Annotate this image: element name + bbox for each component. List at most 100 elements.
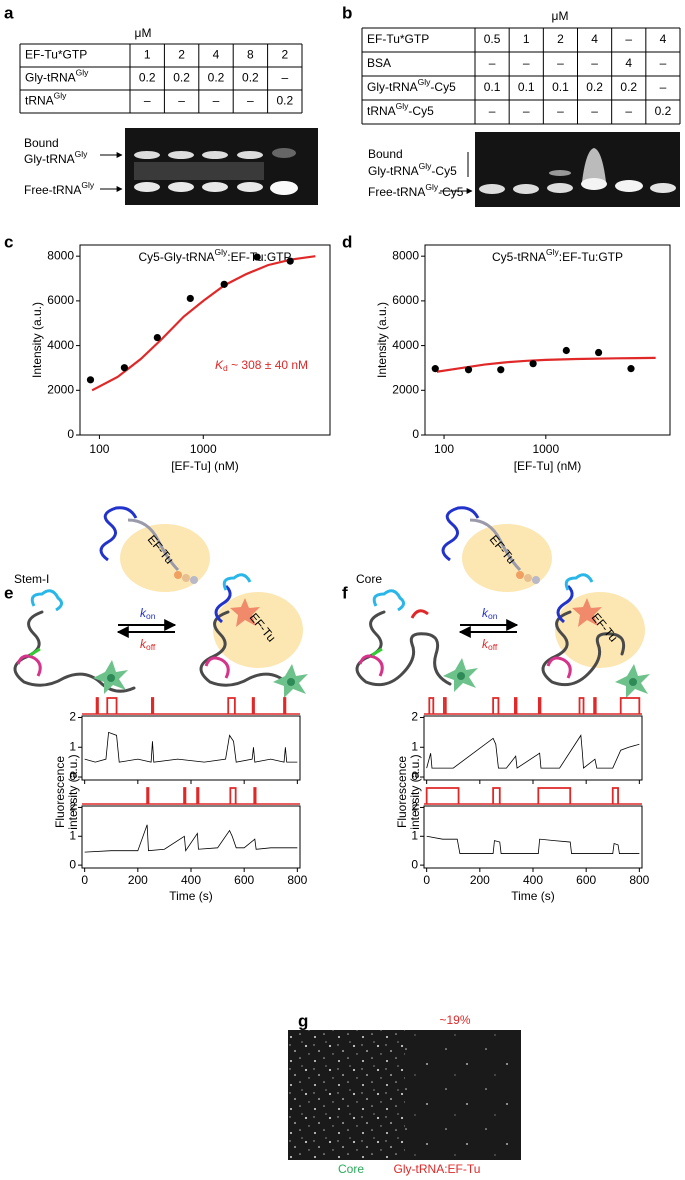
y-tick-label: 1 [69,828,76,842]
x-axis-label: Time (s) [169,889,213,903]
x-axis-label: [EF-Tu] (nM) [514,459,582,473]
x-tick-label: 200 [128,873,148,887]
text-part: -Cy5 [430,80,456,94]
bound-state [251,697,255,714]
text-part: -Cy5 [408,104,434,118]
text-part: K [215,358,224,372]
plot-frame [423,805,643,869]
bound-state [253,787,257,804]
table-cell: 2 [178,48,185,62]
table-cell: 2 [281,48,288,62]
bound-state [537,787,572,804]
rate-label: koff [482,637,498,652]
table-cell: – [591,104,598,118]
data-point [220,280,228,288]
bound-state [425,787,460,804]
text-part: k [482,637,489,651]
table-cell: – [489,104,496,118]
table-cell: – [625,104,632,118]
y-tick-label: 1 [411,828,418,842]
table-cell: 8 [247,48,254,62]
y-tick-label: 0 [69,857,76,871]
y-tick-label: 4000 [392,338,419,352]
text-part: k [140,606,147,620]
row-label: EF-Tu*GTP [367,32,429,46]
x-tick-label: 100 [89,442,109,456]
data-point [464,366,473,374]
table-cell: 2 [557,32,564,46]
text-part: Gly [418,77,432,87]
bound-state [492,787,501,804]
unit-label: μM [552,9,569,23]
panel-label: c [4,232,13,251]
table-cell: 1 [523,32,530,46]
data-point [627,365,635,373]
table-cell: – [178,94,185,108]
panel-label: b [342,3,352,22]
row-label: Gly-tRNAGly-Cy5 [367,77,456,94]
table-cell: 4 [660,32,667,46]
rate-label: koff [140,637,156,652]
row-label: tRNAGly [25,91,67,108]
y-tick-label: 0 [412,427,419,441]
y-tick-label: 0 [411,769,418,783]
bound-state [95,697,99,714]
y-axis-label: Intensity (a.u.) [30,302,44,378]
table-cell: 0.2 [173,71,190,85]
text-part: k [482,606,489,620]
plot-frame [424,244,671,436]
panel-label: g [298,1011,308,1030]
text-part: BSA [367,56,391,70]
band-label: Free-tRNAGly-Cy5 [368,182,464,199]
text-part: Gly [396,101,410,111]
band-label: Bound [368,147,403,161]
band-label: Free-tRNAGly [24,180,95,197]
table-cell: 0.5 [484,32,501,46]
x-tick-label: 800 [287,873,307,887]
text-part: off [488,642,498,652]
x-tick-label: 400 [181,873,201,887]
bound-state [492,697,500,714]
table-cell: – [489,56,496,70]
table-cell: – [557,104,564,118]
y-axis-label: Fluorescence [53,756,67,828]
table-cell: – [247,94,254,108]
table-cell: – [591,56,598,70]
y-tick-label: 2 [411,800,418,814]
text-part: Gly-tRNA [367,80,418,94]
bound-state [283,697,287,714]
data-point [286,257,294,265]
y-axis-label: intensity (a.u.) [408,754,422,829]
fit-line [91,255,316,392]
plot-frame [423,715,643,781]
row-label: EF-Tu*GTP [25,48,87,62]
x-axis-label: [EF-Tu] (nM) [171,459,239,473]
data-point [253,253,261,261]
text-part: Gly [425,182,439,192]
text-part: on [488,611,498,621]
microscopy-image [288,1030,521,1160]
trace-line [84,731,298,763]
bound-state [428,697,435,714]
chart-title: Cy5-tRNAGly:EF-Tu:GTP [492,247,623,264]
text-part: Cy5-tRNA [492,250,546,264]
x-tick-label: 1000 [190,442,217,456]
bound-state [146,787,150,804]
text-part: on [146,611,156,621]
text-part: ~ 308 ± 40 nM [228,358,308,372]
text-part: Gly-tRNA [24,152,75,166]
text-part: Gly [215,247,229,257]
bound-state [593,697,597,714]
x-axis-label: Time (s) [511,889,555,903]
table-cell: – [523,56,530,70]
x-tick-label: 400 [523,873,543,887]
table-cell: – [660,80,667,94]
text-part: Free-tRNA [368,185,425,199]
text-part: Gly-tRNA [368,164,419,178]
y-tick-label: 0 [411,857,418,871]
table-cell: 0.1 [552,80,569,94]
x-tick-label: 200 [470,873,490,887]
x-tick-label: 1000 [532,442,559,456]
table-cell: 0.2 [586,80,603,94]
text-part: Gly [75,149,89,159]
